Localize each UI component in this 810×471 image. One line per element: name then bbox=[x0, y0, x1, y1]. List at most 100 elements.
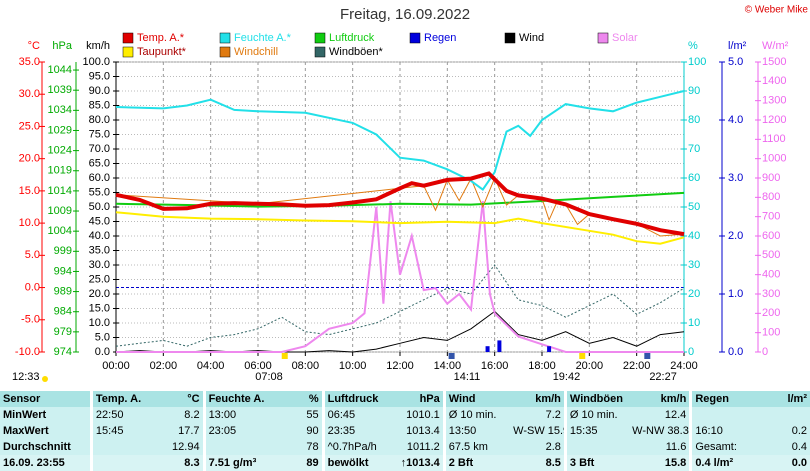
y-tick-label: 1.0 bbox=[728, 288, 743, 300]
marker bbox=[579, 353, 586, 359]
table-cell: 22:50 bbox=[89, 407, 151, 423]
table-cell: 78 bbox=[269, 439, 324, 455]
annotation: 22:27 bbox=[649, 371, 677, 383]
y-tick-label: 100.0 bbox=[82, 56, 110, 68]
y-tick-label: 40.0 bbox=[89, 230, 110, 242]
y-tick-label: 20.0 bbox=[19, 153, 40, 165]
table-cell: Durchschnitt bbox=[0, 439, 92, 455]
axis-unit: °C bbox=[28, 40, 40, 52]
y-tick-label: 55.0 bbox=[89, 186, 110, 198]
y-tick-label: 25.0 bbox=[19, 120, 40, 132]
y-tick-label: 45.0 bbox=[89, 215, 110, 227]
table-cell: 15:45 bbox=[89, 423, 151, 439]
y-tick-label: 15.0 bbox=[89, 302, 110, 314]
x-tick-label: 18:00 bbox=[528, 360, 556, 372]
y-tick-label: 0 bbox=[762, 346, 768, 358]
legend-label: Windchill bbox=[234, 46, 278, 58]
y-tick-label: 1044 bbox=[48, 64, 72, 76]
y-tick-label: 0 bbox=[688, 346, 694, 358]
table-cell: Ø 10 min. bbox=[442, 407, 511, 423]
y-tick-label: 30 bbox=[688, 259, 700, 271]
y-tick-label: 5.0 bbox=[95, 331, 110, 343]
table-cell: Sensor bbox=[0, 391, 92, 407]
table-cell bbox=[89, 455, 151, 471]
table-cell: MinWert bbox=[0, 407, 92, 423]
table-row: MinWert 22:50 8.2 13:00 55 06:45 1010.1 Ø 10 mi… bbox=[0, 407, 810, 423]
y-tick-label: 1200 bbox=[762, 114, 786, 126]
y-tick-label: 400 bbox=[762, 269, 780, 281]
table-cell: 15.8 bbox=[629, 455, 691, 471]
y-tick-label: 95.0 bbox=[89, 70, 110, 82]
table-cell: Temp. A. bbox=[89, 391, 151, 407]
y-tick-label: 30.0 bbox=[19, 88, 40, 100]
table-cell: bewölkt bbox=[321, 455, 385, 471]
y-tick-label: 1100 bbox=[762, 133, 786, 145]
y-tick-label: 50 bbox=[688, 201, 700, 213]
y-tick-label: 90 bbox=[688, 85, 700, 97]
y-tick-label: 85.0 bbox=[89, 99, 110, 111]
y-tick-label: 200 bbox=[762, 307, 780, 319]
y-tick-label: 60 bbox=[688, 172, 700, 184]
table-cell: °C bbox=[150, 391, 205, 407]
marker bbox=[644, 353, 651, 359]
table-cell: 17.7 bbox=[150, 423, 205, 439]
x-tick-label: 10:00 bbox=[339, 360, 367, 372]
y-tick-label: 1004 bbox=[48, 225, 72, 237]
table-cell: 0.2 bbox=[754, 423, 810, 439]
y-tick-label: 30.0 bbox=[89, 259, 110, 271]
y-tick-label: 999 bbox=[54, 245, 72, 257]
legend-label: Feuchte A.* bbox=[234, 32, 292, 44]
table-cell: 8.2 bbox=[150, 407, 205, 423]
axis-unit: km/h bbox=[86, 40, 110, 52]
series-line bbox=[115, 211, 685, 245]
axis-unit: % bbox=[688, 40, 698, 52]
y-tick-label: 1500 bbox=[762, 56, 786, 68]
table-row: MaxWert 15:45 17.7 23:05 90 23:35 1013.4 13:50 W… bbox=[0, 423, 810, 439]
table-cell: 89 bbox=[269, 455, 324, 471]
legend-swatch bbox=[314, 46, 326, 58]
table-cell: 11.6 bbox=[629, 439, 691, 455]
table-cell bbox=[202, 439, 270, 455]
series-line bbox=[115, 310, 685, 353]
y-tick-label: 2.0 bbox=[728, 230, 743, 242]
table-cell: 8.5 bbox=[510, 455, 566, 471]
y-tick-label: 979 bbox=[54, 326, 72, 338]
table-cell: 1013.4 bbox=[384, 423, 445, 439]
table-cell: 15:35 bbox=[563, 423, 630, 439]
y-tick-label: 15.0 bbox=[19, 185, 40, 197]
y-tick-label: 0.0 bbox=[728, 346, 743, 358]
table-cell: l/m² bbox=[754, 391, 810, 407]
y-tick-label: 800 bbox=[762, 191, 780, 203]
legend-label: Solar bbox=[612, 32, 638, 44]
y-tick-label: 300 bbox=[762, 288, 780, 300]
x-tick-label: 22:00 bbox=[623, 360, 651, 372]
y-tick-label: 80.0 bbox=[89, 114, 110, 126]
table-cell: 3 Bft bbox=[563, 455, 630, 471]
chart: Freitag, 16.09.2022 © Weber Mike 00:00 02… bbox=[12, 5, 808, 383]
x-tick-label: 02:00 bbox=[150, 360, 178, 372]
rain-bar bbox=[547, 346, 552, 352]
y-tick-label: 50.0 bbox=[89, 201, 110, 213]
legend-label: Luftdruck bbox=[329, 32, 375, 44]
table-cell: 23:35 bbox=[321, 423, 385, 439]
x-tick-label: 00:00 bbox=[102, 360, 130, 372]
rain-bar bbox=[497, 340, 502, 352]
y-tick-label: 0.0 bbox=[95, 346, 110, 358]
legend-label: Temp. A.* bbox=[137, 32, 185, 44]
table-row: Sensor Temp. A. °C Feuchte A.% Luftdruck hPa W… bbox=[0, 391, 810, 407]
table-cell: Feuchte A. bbox=[202, 391, 270, 407]
table-cell: ^0.7hPa/h bbox=[321, 439, 385, 455]
table-row: Durchschnitt 12.94 78 ^0.7hPa/h 1011.2 67.5 k… bbox=[0, 439, 810, 455]
table-row: 16.09. 23:55 8.3 7.51 g/m³ 89 bewölkt ↑1013.4… bbox=[0, 455, 810, 471]
y-tick-label: 1000 bbox=[762, 153, 786, 165]
y-tick-label: 60.0 bbox=[89, 172, 110, 184]
y-tick-label: 35.0 bbox=[19, 56, 40, 68]
x-tick-label: 04:00 bbox=[197, 360, 225, 372]
marker bbox=[281, 353, 288, 359]
y-tick-label: 1300 bbox=[762, 95, 786, 107]
y-tick-label: 70.0 bbox=[89, 143, 110, 155]
y-tick-label: 25.0 bbox=[89, 273, 110, 285]
y-tick-label: 5.0 bbox=[25, 249, 40, 261]
legend-label: Regen bbox=[424, 32, 456, 44]
